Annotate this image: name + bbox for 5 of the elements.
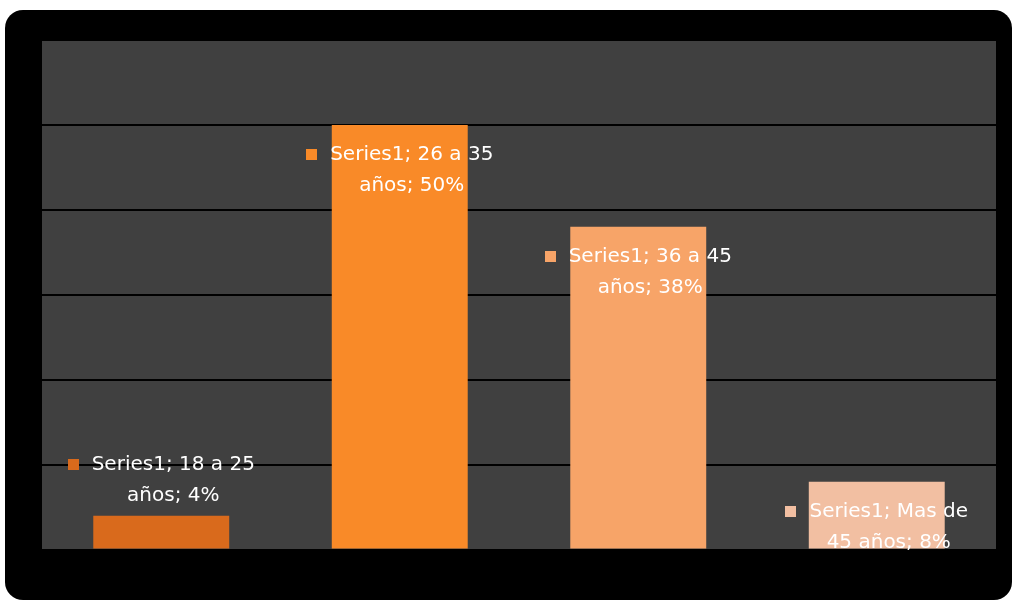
data-label: Series1; 18 a 25 años; 4% <box>91 450 255 506</box>
bar <box>570 226 707 549</box>
data-label: Series1; 36 a 45 años; 38% <box>568 243 732 299</box>
bar <box>331 124 468 549</box>
bar <box>93 515 230 549</box>
